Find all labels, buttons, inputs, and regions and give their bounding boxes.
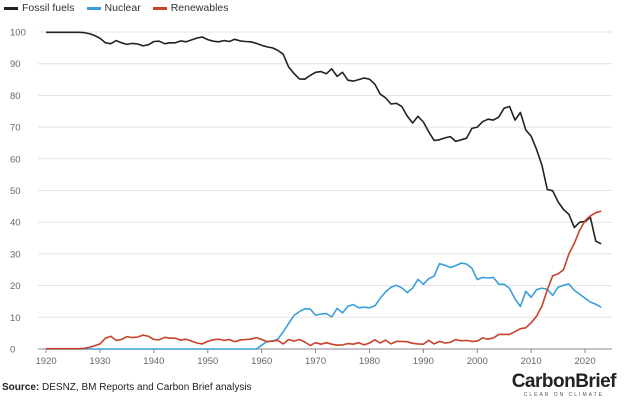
x-tick-label: 1970 — [305, 356, 326, 367]
y-tick-label: 90 — [10, 59, 21, 70]
y-tick-label: 50 — [10, 186, 21, 197]
x-tick-label: 1990 — [413, 356, 434, 367]
x-tick-label: 2000 — [467, 356, 488, 367]
source-text: DESNZ, BM Reports and Carbon Brief analy… — [42, 382, 252, 393]
x-tick-label: 1930 — [89, 356, 110, 367]
y-tick-label: 20 — [10, 281, 21, 292]
x-tick-label: 2010 — [521, 356, 542, 367]
series-line-fossil-fuels — [46, 31, 602, 245]
x-tick-label: 1940 — [143, 356, 164, 367]
source-label: Source: — [2, 382, 40, 393]
x-tick-label: 1950 — [197, 356, 218, 367]
y-tick-label: 40 — [10, 218, 21, 229]
y-tick-label: 70 — [10, 123, 21, 134]
legend-swatch-renewables — [152, 6, 167, 10]
legend-item-renewables: Renewables — [152, 2, 229, 14]
x-tick-label: 1980 — [359, 356, 380, 367]
logo-tagline: CLEAR ON CLIMATE — [523, 392, 604, 398]
legend-swatch-nuclear — [86, 6, 101, 10]
legend-swatch-fossil-fuels — [4, 6, 18, 10]
legend-item-nuclear: Nuclear — [86, 2, 141, 14]
y-tick-label: 30 — [10, 249, 21, 260]
source-note: Source: DESNZ, BM Reports and Carbon Bri… — [2, 382, 252, 393]
x-tick-label: 1960 — [251, 356, 272, 367]
x-tick-label: 1920 — [36, 356, 57, 367]
legend-label-fossil-fuels: Fossil fuels — [22, 2, 75, 14]
legend-item-fossil-fuels: Fossil fuels — [4, 2, 75, 14]
y-tick-label: 60 — [10, 154, 21, 165]
series-line-renewables — [46, 210, 602, 350]
legend-label-nuclear: Nuclear — [104, 2, 141, 14]
y-tick-label: 0 — [10, 345, 15, 356]
x-tick-label: 2020 — [574, 356, 595, 367]
legend-label-renewables: Renewables — [170, 2, 229, 14]
y-tick-label: 10 — [10, 313, 21, 324]
legend: Fossil fuels Nuclear Renewables — [4, 2, 229, 14]
y-tick-label: 80 — [10, 91, 21, 102]
series-line-nuclear — [46, 262, 602, 350]
logo-name: CarbonBrief — [511, 371, 617, 392]
carbon-brief-logo: CarbonBrief CLEAR ON CLIMATE — [511, 371, 617, 398]
y-tick-label: 100 — [10, 28, 26, 39]
